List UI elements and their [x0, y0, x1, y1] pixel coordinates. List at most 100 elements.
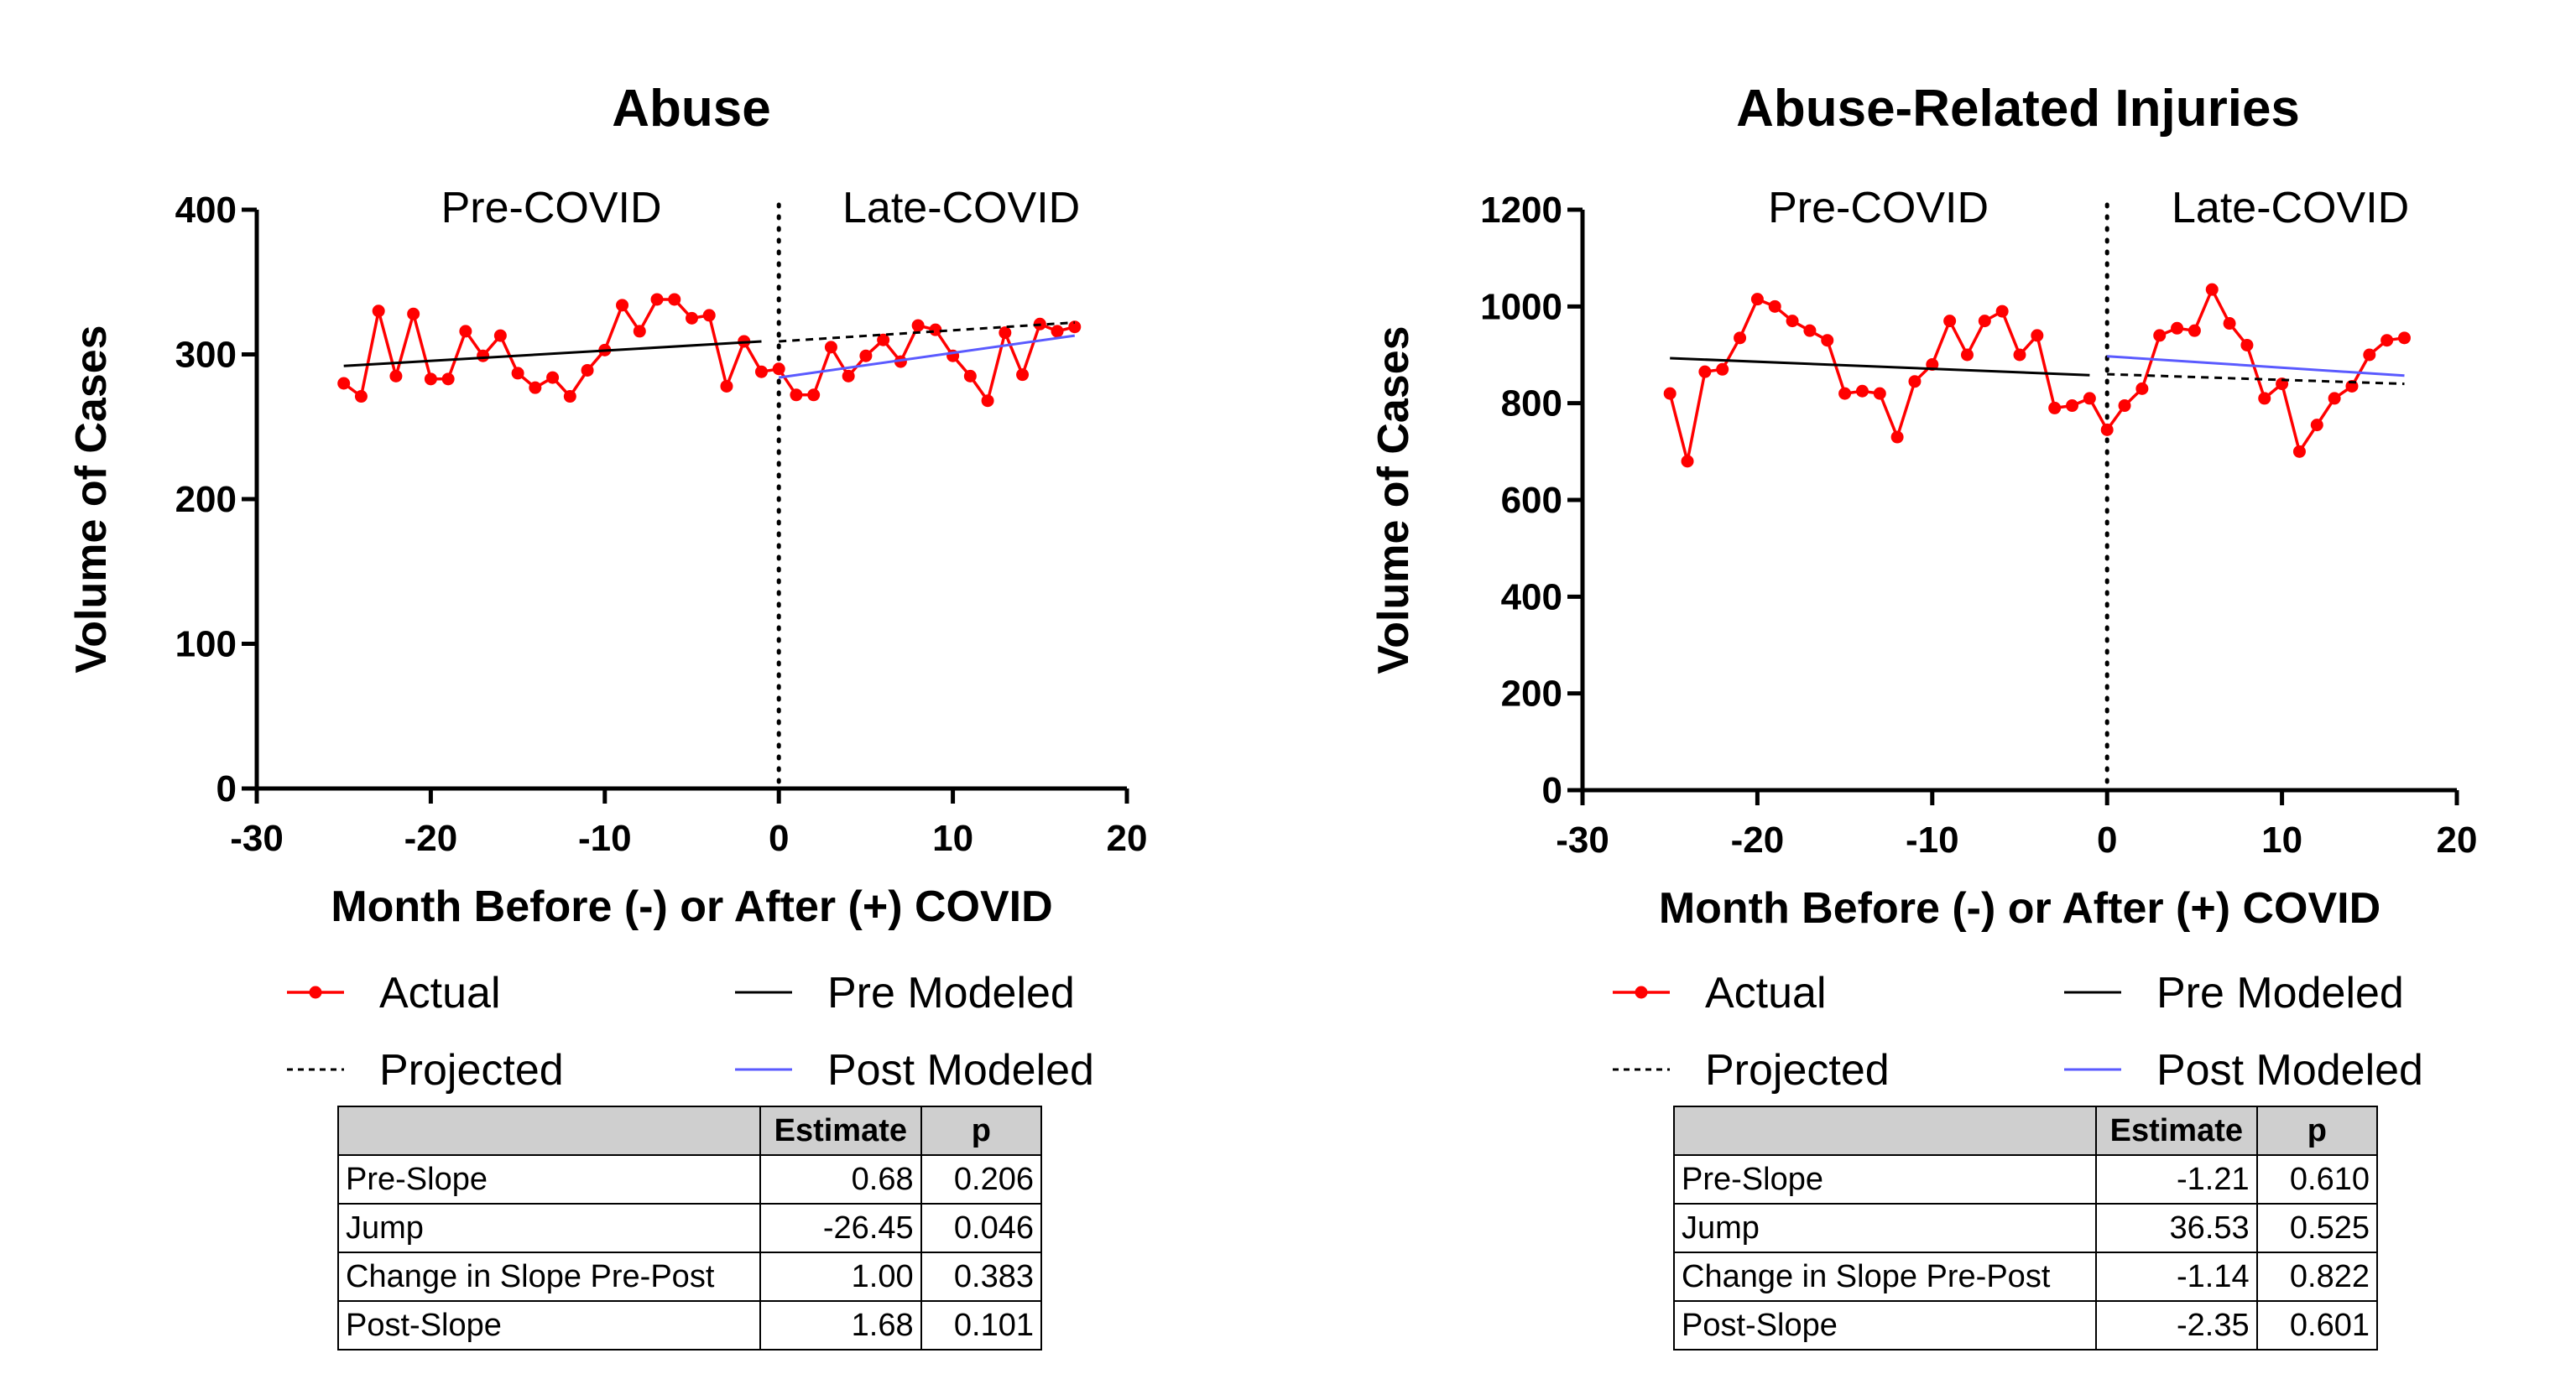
actual-data-point [477, 349, 490, 362]
region-label-pre-covid: Pre-COVID [441, 184, 662, 232]
table-row: Jump 36.53 0.525 [1673, 1203, 2379, 1253]
abuse-related-injuries-chart-panel: Abuse-Related Injuries020040060080010001… [1369, 80, 2477, 1095]
post-modeled-series-line [778, 334, 1076, 379]
actual-data-point [2153, 329, 2167, 342]
actual-data-point [1908, 375, 1922, 388]
actual-data-point [2031, 329, 2044, 342]
legend-item: Actual [287, 969, 501, 1017]
x-tick-label: 20 [2437, 820, 2478, 861]
x-tick-label: 10 [932, 818, 973, 859]
x-tick-label: 10 [2261, 820, 2302, 861]
x-tick-label: 0 [769, 818, 789, 859]
actual-data-point [1734, 331, 1747, 345]
actual-data-point [581, 363, 594, 377]
legend-label: Actual [1705, 969, 1827, 1017]
table-header-cell [337, 1106, 761, 1156]
actual-data-point [2258, 392, 2271, 405]
actual-data-point [354, 390, 368, 403]
actual-data-point [1716, 362, 1729, 376]
actual-data-point [720, 379, 733, 393]
y-tick-label: 400 [1501, 576, 1562, 617]
table-cell: 36.53 [2094, 1203, 2258, 1253]
actual-data-point [668, 293, 681, 306]
legend-label: Pre Modeled [827, 969, 1075, 1017]
legend-label: Pre Modeled [2156, 969, 2404, 1017]
table-cell: Pre-Slope [1673, 1154, 2097, 1205]
projected-series-line [2107, 372, 2405, 386]
y-tick-label: 100 [175, 624, 237, 665]
table-header-cell: p [920, 1106, 1043, 1156]
actual-data-point [2397, 331, 2411, 345]
actual-data-point [2223, 317, 2236, 330]
x-tick-label: -30 [1556, 820, 1609, 861]
actual-data-point [1890, 430, 1904, 444]
y-tick-label: 1000 [1480, 286, 1562, 327]
actual-data-point [2292, 445, 2306, 458]
x-tick-label: -10 [578, 818, 632, 859]
actual-data-point [372, 304, 385, 318]
actual-data-point [563, 390, 576, 403]
chart-title: Abuse [612, 80, 770, 138]
actual-data-point [493, 329, 507, 342]
actual-data-point [2100, 423, 2114, 436]
table-header-row: Estimate p [337, 1106, 1043, 1156]
actual-data-point [999, 326, 1012, 340]
actual-data-point [877, 333, 890, 346]
table-cell: -2.35 [2094, 1300, 2258, 1351]
y-tick-label: 200 [175, 479, 237, 520]
table-header-cell [1673, 1106, 2097, 1156]
table-row: Pre-Slope -1.21 0.610 [1673, 1154, 2379, 1205]
table-cell: 0.101 [920, 1300, 1043, 1351]
table-cell: 0.822 [2255, 1252, 2379, 1302]
actual-data-point [511, 367, 524, 380]
actual-data-point [1768, 299, 1781, 313]
x-axis-title: Month Before (-) or After (+) COVID [1659, 884, 2380, 933]
actual-data-point [842, 369, 855, 383]
legend-item: Projected [287, 1046, 564, 1095]
actual-data-point [1838, 387, 1852, 400]
actual-data-point [2013, 348, 2026, 362]
actual-data-point [1855, 384, 1869, 398]
legend-item: Actual [1613, 969, 1827, 1017]
actual-data-point [1698, 365, 1712, 378]
actual-data-point [2083, 392, 2096, 405]
abuse-related-injuries-stats-table: Estimate p Pre-Slope -1.21 0.610 Jump 36… [1673, 1106, 2379, 1351]
x-tick-label: 20 [1107, 818, 1148, 859]
actual-data-point [894, 355, 907, 368]
actual-data-point [929, 323, 942, 336]
table-header-row: Estimate p [1673, 1106, 2379, 1156]
table-cell: 1.68 [759, 1300, 922, 1351]
pre-modeled-series-line [1670, 357, 2090, 377]
actual-data-point [963, 369, 977, 383]
abuse-chart-panel: Abuse 0 100 200 300 400 -30 -20 -10 0 10 20 Month Be… [67, 80, 1147, 1095]
legend-label: Post Modeled [827, 1046, 1094, 1095]
y-tick-label: 800 [1501, 383, 1562, 424]
table-cell: 0.206 [920, 1154, 1043, 1205]
table-cell: 0.601 [2255, 1300, 2379, 1351]
table-cell: Jump [1673, 1203, 2097, 1253]
x-tick-label: -30 [230, 818, 284, 859]
table-row: Post-Slope 1.68 0.101 [337, 1300, 1043, 1351]
actual-data-point [616, 299, 629, 312]
legend-label: Projected [379, 1046, 564, 1095]
actual-data-point [459, 325, 472, 338]
actual-data-point [441, 372, 455, 386]
actual-data-point [2048, 401, 2062, 414]
actual-data-point [1821, 334, 1834, 347]
actual-data-point [1960, 348, 1974, 362]
actual-data-point [1786, 315, 1799, 328]
actual-data-point [337, 377, 351, 390]
y-axis-title: Volume of Cases [67, 325, 116, 673]
actual-data-point [2363, 348, 2376, 362]
actual-data-point [981, 394, 994, 408]
y-axis-title: Volume of Cases [1369, 325, 1418, 674]
legend-marker-actual [309, 986, 322, 999]
actual-data-point [2188, 324, 2201, 337]
actual-data-point [807, 388, 821, 402]
y-tick-label: 300 [175, 335, 237, 376]
actual-data-point [2328, 392, 2341, 405]
table-cell: 0.610 [2255, 1154, 2379, 1205]
table-cell: 0.68 [759, 1154, 922, 1205]
y-tick-label: 0 [216, 768, 237, 809]
x-tick-label: -10 [1906, 820, 1959, 861]
